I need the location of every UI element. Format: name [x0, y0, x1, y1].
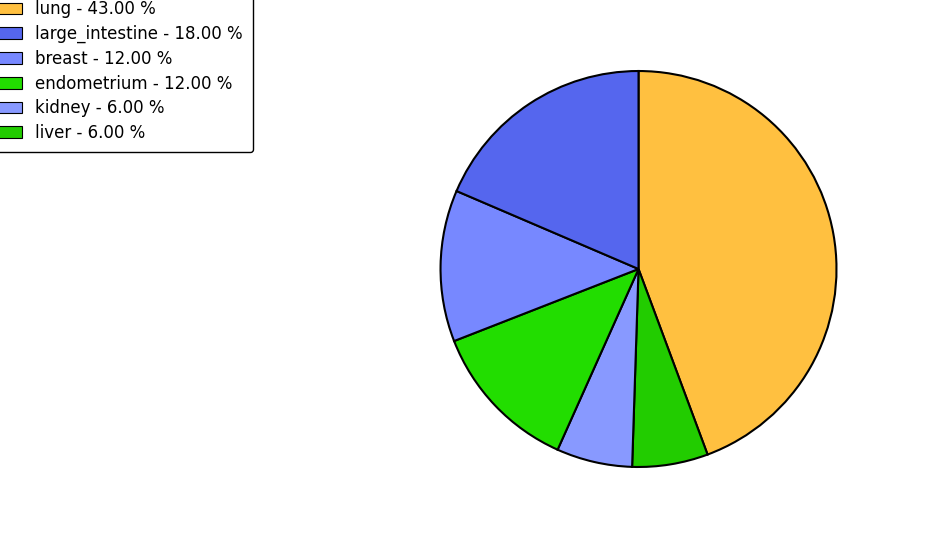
- Wedge shape: [639, 71, 837, 455]
- Wedge shape: [632, 269, 708, 467]
- Wedge shape: [558, 269, 639, 467]
- Wedge shape: [440, 191, 639, 341]
- Wedge shape: [456, 71, 639, 269]
- Wedge shape: [454, 269, 639, 450]
- Legend: lung - 43.00 %, large_intestine - 18.00 %, breast - 12.00 %, endometrium - 12.00: lung - 43.00 %, large_intestine - 18.00 …: [0, 0, 253, 152]
